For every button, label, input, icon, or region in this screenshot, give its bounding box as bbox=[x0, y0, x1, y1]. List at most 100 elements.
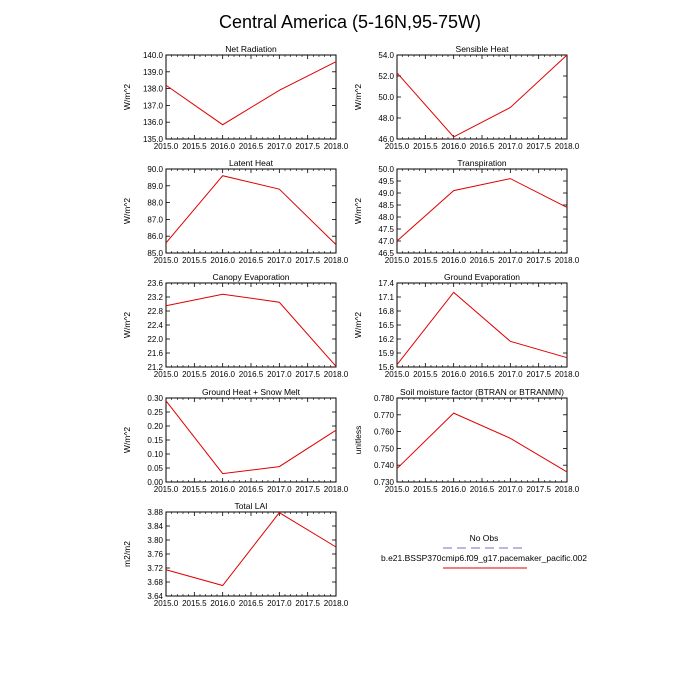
panel-soil-moisture-factor-btran-or-btranmn-xtick-label: 2016.5 bbox=[470, 485, 495, 494]
legend-model-label: b.e21.BSSP370cmip6.f09_g17.pacemaker_pac… bbox=[381, 553, 587, 563]
panel-canopy-evaporation-xtick-label: 2017.0 bbox=[267, 370, 292, 379]
panel-net-radiation-ytick-label: 137.0 bbox=[143, 101, 164, 110]
panel-ground-heat-snow-melt-title: Ground Heat + Snow Melt bbox=[202, 387, 301, 397]
panel-transpiration-series-line bbox=[396, 178, 568, 242]
panel-ground-heat-snow-melt-xtick-label: 2016.5 bbox=[239, 485, 264, 494]
panel-net-radiation-xtick-label: 2015.5 bbox=[182, 142, 207, 151]
panel-transpiration-ytick-label: 49.5 bbox=[378, 177, 394, 186]
panel-ground-heat-snow-melt-xtick-label: 2016.0 bbox=[210, 485, 235, 494]
panel-total-lai-xtick-label: 2017.5 bbox=[295, 599, 320, 608]
panel-sensible-heat-series-line bbox=[396, 54, 568, 138]
panel-ground-heat-snow-melt-ytick-label: 0.00 bbox=[147, 478, 163, 487]
panel-canopy-evaporation-frame bbox=[165, 282, 337, 368]
panel-transpiration-frame bbox=[396, 168, 568, 254]
panel-net-radiation-xtick-label: 2016.0 bbox=[210, 142, 235, 151]
panel-ground-evaporation-xtick-label: 2015.0 bbox=[385, 370, 410, 379]
panel-sensible-heat-ytick-label: 48.0 bbox=[378, 114, 394, 123]
panel-total-lai-xtick-label: 2015.0 bbox=[154, 599, 179, 608]
panel-ground-heat-snow-melt-xtick-label: 2015.5 bbox=[182, 485, 207, 494]
panel-ground-evaporation-ylabel: W/m^2 bbox=[353, 312, 363, 338]
panel-canopy-evaporation-xtick-label: 2018.0 bbox=[324, 370, 349, 379]
panel-soil-moisture-factor-btran-or-btranmn-series-line bbox=[396, 412, 568, 473]
panel-transpiration-xtick-label: 2015.5 bbox=[413, 256, 438, 265]
panel-net-radiation-frame bbox=[165, 54, 337, 140]
panel-latent-heat-xtick-label: 2018.0 bbox=[324, 256, 349, 265]
panel-latent-heat-ytick-label: 85.0 bbox=[147, 249, 163, 258]
panel-ground-heat-snow-melt-xtick-label: 2017.0 bbox=[267, 485, 292, 494]
panel-total-lai-ylabel: m2/m2 bbox=[122, 541, 132, 567]
panel-soil-moisture-factor-btran-or-btranmn-ytick-label: 0.770 bbox=[374, 411, 395, 420]
panel-net-radiation-title: Net Radiation bbox=[225, 44, 277, 54]
panel-latent-heat-frame bbox=[165, 168, 337, 254]
panel-ground-evaporation-ytick-label: 15.6 bbox=[378, 363, 394, 372]
panel-canopy-evaporation: Canopy Evaporation 2015.0 2015.5 2016.0 2016… bbox=[122, 272, 349, 379]
panel-ground-evaporation-xtick-label: 2015.5 bbox=[413, 370, 438, 379]
panel-transpiration-xtick-label: 2018.0 bbox=[555, 256, 580, 265]
panel-latent-heat-xtick-label: 2015.0 bbox=[154, 256, 179, 265]
panel-sensible-heat-ytick-label: 50.0 bbox=[378, 93, 394, 102]
panel-transpiration-ytick-label: 49.0 bbox=[378, 189, 394, 198]
panel-ground-evaporation-xtick-label: 2017.5 bbox=[526, 370, 551, 379]
panel-latent-heat-title: Latent Heat bbox=[229, 158, 274, 168]
panel-transpiration-title: Transpiration bbox=[457, 158, 507, 168]
panel-transpiration-xtick-label: 2016.0 bbox=[441, 256, 466, 265]
panel-total-lai-ytick-label: 3.80 bbox=[147, 536, 163, 545]
panel-net-radiation-xtick-label: 2016.5 bbox=[239, 142, 264, 151]
panel-ground-evaporation-ytick-label: 16.5 bbox=[378, 321, 394, 330]
panel-canopy-evaporation-ytick-label: 23.6 bbox=[147, 279, 163, 288]
panel-sensible-heat-xtick-label: 2016.5 bbox=[470, 142, 495, 151]
panel-ground-evaporation: Ground Evaporation 2015.0 2015.5 2016.0 2016… bbox=[353, 272, 580, 379]
panel-net-radiation-ytick-label: 136.0 bbox=[143, 118, 164, 127]
panel-net-radiation-xtick-label: 2018.0 bbox=[324, 142, 349, 151]
panel-latent-heat-xtick-label: 2016.5 bbox=[239, 256, 264, 265]
panel-transpiration-xtick-label: 2017.0 bbox=[498, 256, 523, 265]
panel-canopy-evaporation-xtick-label: 2017.5 bbox=[295, 370, 320, 379]
panel-soil-moisture-factor-btran-or-btranmn-xtick-label: 2016.0 bbox=[441, 485, 466, 494]
panel-sensible-heat-xtick-label: 2016.0 bbox=[441, 142, 466, 151]
panel-ground-heat-snow-melt-ytick-label: 0.20 bbox=[147, 422, 163, 431]
panel-total-lai-ytick-label: 3.72 bbox=[147, 564, 163, 573]
panel-soil-moisture-factor-btran-or-btranmn-ytick-label: 0.730 bbox=[374, 478, 395, 487]
panel-latent-heat-xtick-label: 2017.5 bbox=[295, 256, 320, 265]
panel-total-lai-ytick-label: 3.76 bbox=[147, 550, 163, 559]
panel-canopy-evaporation-ytick-label: 23.2 bbox=[147, 293, 163, 302]
panel-ground-evaporation-ytick-label: 15.9 bbox=[378, 349, 394, 358]
panel-net-radiation-xtick-label: 2017.5 bbox=[295, 142, 320, 151]
panel-canopy-evaporation-title: Canopy Evaporation bbox=[212, 272, 289, 282]
panel-sensible-heat-ytick-label: 52.0 bbox=[378, 72, 394, 81]
panel-latent-heat-ytick-label: 90.0 bbox=[147, 165, 163, 174]
panel-soil-moisture-factor-btran-or-btranmn-xtick-label: 2018.0 bbox=[555, 485, 580, 494]
panel-ground-evaporation-frame bbox=[396, 282, 568, 368]
panel-net-radiation-xtick-label: 2017.0 bbox=[267, 142, 292, 151]
panel-transpiration-xtick-label: 2017.5 bbox=[526, 256, 551, 265]
panel-soil-moisture-factor-btran-or-btranmn: Soil moisture factor (BTRAN or BTRANMN) 2… bbox=[353, 387, 580, 494]
panel-net-radiation-ytick-label: 135.0 bbox=[143, 135, 164, 144]
panel-soil-moisture-factor-btran-or-btranmn-xtick-label: 2015.5 bbox=[413, 485, 438, 494]
panel-net-radiation-ytick-label: 139.0 bbox=[143, 68, 164, 77]
panel-transpiration-ylabel: W/m^2 bbox=[353, 198, 363, 224]
panel-net-radiation-xtick-label: 2015.0 bbox=[154, 142, 179, 151]
panel-ground-heat-snow-melt-ytick-label: 0.25 bbox=[147, 408, 163, 417]
panel-transpiration-xtick-label: 2015.0 bbox=[385, 256, 410, 265]
panel-ground-heat-snow-melt-ytick-label: 0.30 bbox=[147, 394, 163, 403]
panel-latent-heat-ytick-label: 87.0 bbox=[147, 215, 163, 224]
panel-ground-heat-snow-melt-xtick-label: 2018.0 bbox=[324, 485, 349, 494]
panel-ground-evaporation-xtick-label: 2018.0 bbox=[555, 370, 580, 379]
panel-canopy-evaporation-ytick-label: 21.6 bbox=[147, 349, 163, 358]
panel-total-lai-frame bbox=[165, 511, 337, 597]
panel-ground-evaporation-ytick-label: 16.8 bbox=[378, 307, 394, 316]
panel-sensible-heat-ytick-label: 46.0 bbox=[378, 135, 394, 144]
panel-transpiration-ytick-label: 48.5 bbox=[378, 201, 394, 210]
panel-ground-heat-snow-melt-ytick-label: 0.05 bbox=[147, 464, 163, 473]
panel-latent-heat-xtick-label: 2017.0 bbox=[267, 256, 292, 265]
panel-canopy-evaporation-series-line bbox=[165, 293, 337, 367]
panel-canopy-evaporation-ylabel: W/m^2 bbox=[122, 312, 132, 338]
panel-ground-evaporation-ytick-label: 17.1 bbox=[378, 293, 394, 302]
